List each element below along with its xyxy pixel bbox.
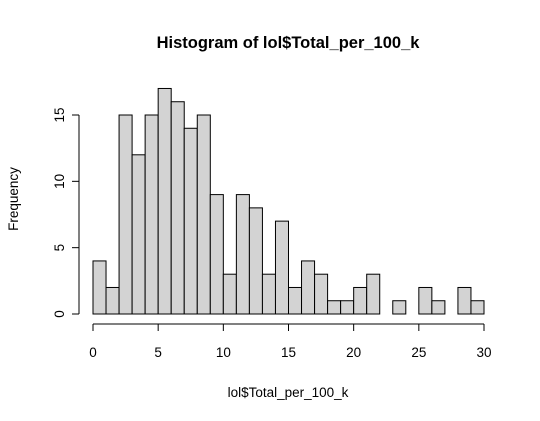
histogram-bar	[118, 114, 133, 315]
x-tick-label: 15	[281, 345, 296, 360]
histogram-bar	[209, 194, 224, 315]
x-tick-label: 5	[154, 345, 162, 360]
histogram-bar	[431, 300, 446, 315]
x-axis: 0 5 10 15 20 25 30	[89, 323, 492, 360]
histogram-bar	[353, 286, 368, 315]
x-tick-label: 25	[411, 345, 426, 360]
x-tick-label: 30	[476, 345, 491, 360]
y-tick-label: 10	[52, 174, 67, 189]
histogram-bar	[418, 286, 433, 315]
histogram-bar	[92, 260, 107, 315]
x-tick-label: 20	[346, 345, 361, 360]
y-axis-label: Frequency	[6, 167, 21, 231]
histogram-bar	[314, 273, 329, 315]
x-tick-label: 10	[216, 345, 231, 360]
histogram-bar	[105, 286, 120, 315]
bars-group	[92, 87, 485, 315]
x-tick-label: 0	[89, 345, 97, 360]
y-tick-label: 0	[52, 310, 67, 318]
y-tick-label: 5	[52, 244, 67, 252]
histogram-bar	[327, 300, 342, 315]
x-axis-label: lol$Total_per_100_k	[228, 385, 349, 400]
histogram-bar	[340, 300, 355, 315]
histogram-bar	[366, 273, 381, 315]
histogram-bar	[261, 273, 276, 315]
y-tick-label: 15	[52, 107, 67, 122]
histogram-bar	[288, 286, 303, 315]
y-axis: 0 5 10 15	[52, 107, 80, 318]
histogram-bar	[470, 300, 485, 315]
histogram-bar	[248, 207, 263, 315]
chart-title: Histogram of lol$Total_per_100_k	[157, 34, 421, 52]
histogram-bar	[222, 273, 237, 315]
histogram-bar	[183, 127, 198, 315]
histogram-bar	[157, 87, 172, 315]
histogram-bar	[301, 260, 316, 315]
histogram-bar	[235, 194, 250, 315]
histogram-bar	[392, 300, 407, 315]
histogram-bar	[144, 114, 159, 315]
histogram-bar	[170, 101, 185, 315]
histogram-bar	[196, 114, 211, 315]
histogram-bar	[274, 220, 290, 315]
histogram-bar	[457, 286, 472, 315]
histogram-bar	[131, 154, 146, 315]
